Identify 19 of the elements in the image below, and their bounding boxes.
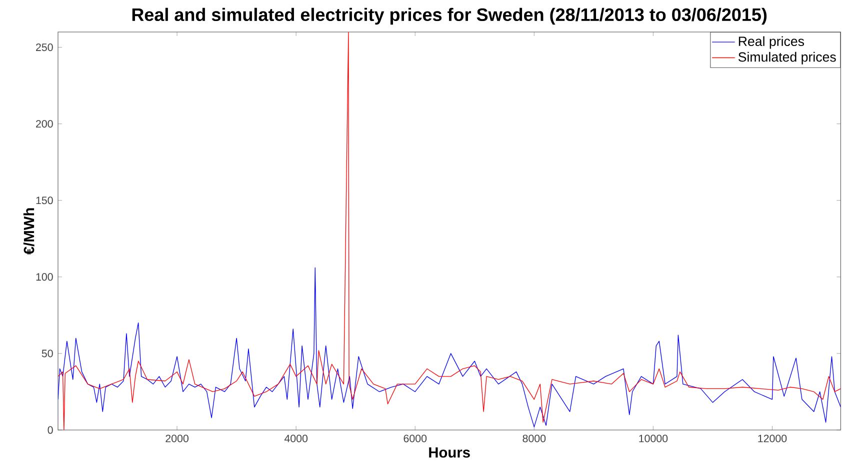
- x-tick-label: 6000: [404, 434, 427, 442]
- legend-label: Real prices: [738, 36, 804, 49]
- y-tick-label: 250: [36, 44, 53, 52]
- x-tick-label: 10000: [639, 434, 668, 442]
- y-tick-label: 150: [36, 196, 53, 204]
- y-tick-label: 50: [42, 350, 53, 358]
- y-tick-label: 0: [48, 426, 53, 434]
- line-series: [58, 267, 841, 428]
- y-axis-title: €/MWh: [23, 208, 34, 255]
- line-series: [58, 32, 841, 430]
- y-tick-label: 100: [36, 273, 53, 281]
- chart-title: Real and simulated electricity prices for Sweden (28/11/2013 to 03/06/2015): [132, 8, 767, 25]
- x-tick-label: 2000: [166, 434, 188, 442]
- legend-label: Simulated prices: [738, 52, 836, 64]
- x-axis-title: Hours: [429, 447, 470, 458]
- x-tick-label: 4000: [284, 434, 308, 442]
- x-tick-label: 8000: [522, 434, 546, 442]
- y-tick-label: 200: [36, 120, 53, 128]
- x-tick-label: 12000: [758, 434, 787, 442]
